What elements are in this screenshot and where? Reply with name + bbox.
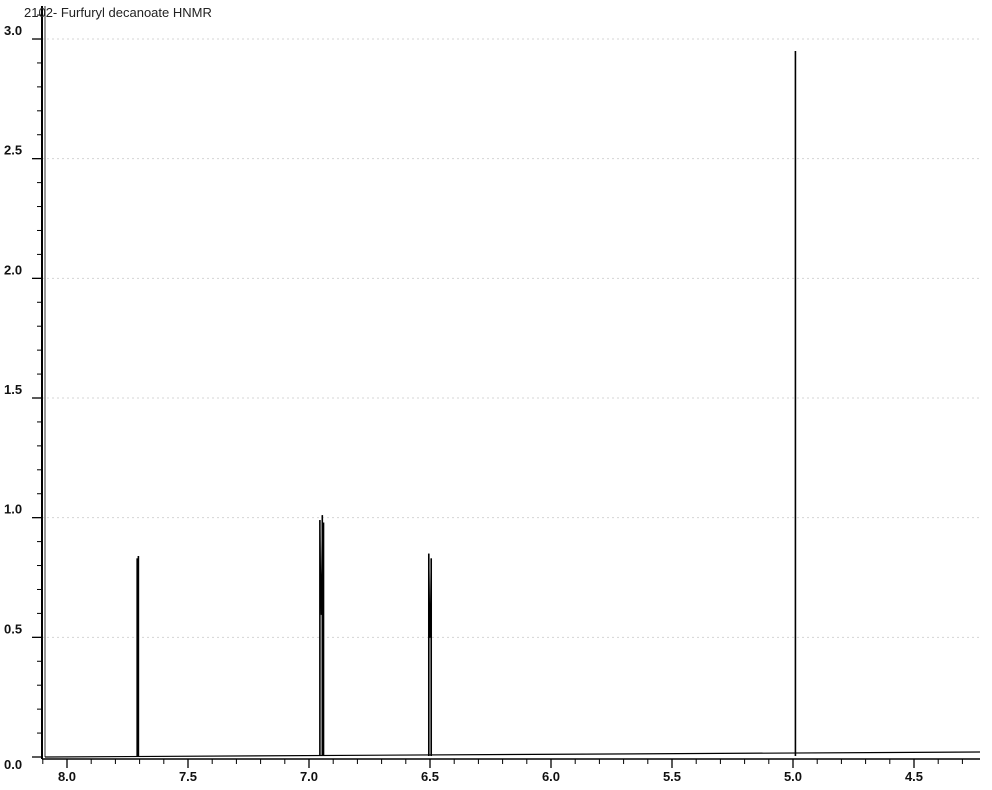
x-tick-label: 6.0: [542, 769, 560, 784]
multiplet-connector: [321, 515, 325, 617]
x-tick-label: 4.5: [905, 769, 923, 784]
y-tick-label: 3.0: [4, 23, 22, 38]
y-tick-label: 0.5: [4, 621, 22, 636]
spectrum-peaks: [136, 50, 797, 756]
multiplet-connector: [428, 553, 432, 638]
y-tick-label: 1.5: [4, 382, 22, 397]
spectrum-baseline: [44, 751, 981, 758]
x-tick-label: 5.0: [784, 769, 802, 784]
x-tick-label: 8.0: [58, 769, 76, 784]
baseline: [44, 751, 981, 758]
multiplet-connector: [319, 515, 323, 615]
x-axis-ticks: 8.07.57.06.56.05.55.04.54.03.53.02.52.01…: [42, 759, 963, 784]
x-tick-label: 6.5: [421, 769, 439, 784]
x-tick-label: 5.5: [663, 769, 681, 784]
x-tick-label: 7.0: [300, 769, 318, 784]
y-tick-label: 0.0: [4, 757, 22, 772]
axes: [41, 6, 980, 760]
y-tick-label: 2.5: [4, 143, 22, 158]
y-tick-label: 1.0: [4, 502, 22, 517]
x-tick-label: 7.5: [179, 769, 197, 784]
chart-title: 2102- Furfuryl decanoate HNMR: [24, 5, 212, 20]
grid-lines: [42, 38, 980, 638]
y-tick-label: 2.0: [4, 262, 22, 277]
multiplet-connector: [136, 555, 139, 638]
y-axis-ticks: 0.0 0.5 1.0 1.5 2.0 2.5 3.0: [4, 14, 42, 772]
